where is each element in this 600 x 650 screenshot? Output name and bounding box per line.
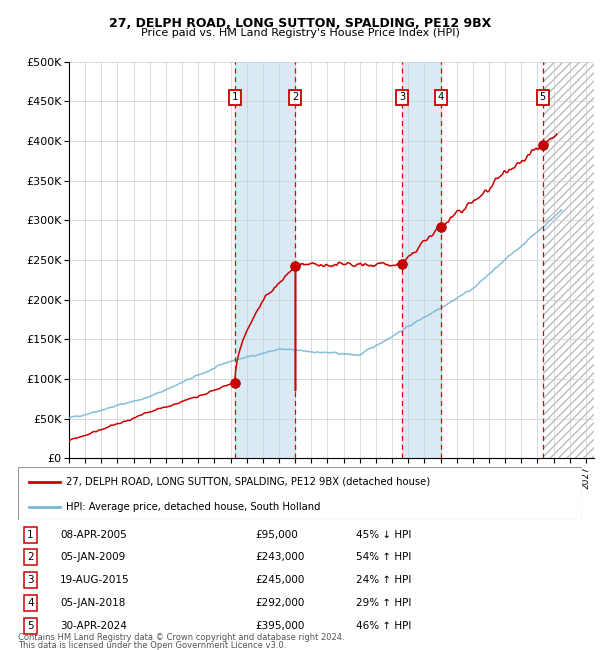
Text: 54% ↑ HPI: 54% ↑ HPI xyxy=(356,552,412,562)
Bar xyxy=(235,62,295,458)
Text: £292,000: £292,000 xyxy=(255,598,304,608)
Text: 05-JAN-2009: 05-JAN-2009 xyxy=(60,552,125,562)
Text: 46% ↑ HPI: 46% ↑ HPI xyxy=(356,621,412,630)
Text: 2: 2 xyxy=(27,552,34,562)
Text: 5: 5 xyxy=(539,92,546,103)
Text: Contains HM Land Registry data © Crown copyright and database right 2024.: Contains HM Land Registry data © Crown c… xyxy=(18,633,344,642)
Text: £95,000: £95,000 xyxy=(255,530,298,540)
Text: 27, DELPH ROAD, LONG SUTTON, SPALDING, PE12 9BX (detached house): 27, DELPH ROAD, LONG SUTTON, SPALDING, P… xyxy=(66,476,430,487)
Text: 27, DELPH ROAD, LONG SUTTON, SPALDING, PE12 9BX: 27, DELPH ROAD, LONG SUTTON, SPALDING, P… xyxy=(109,17,491,30)
Text: 3: 3 xyxy=(399,92,406,103)
Text: 45% ↓ HPI: 45% ↓ HPI xyxy=(356,530,412,540)
Text: £243,000: £243,000 xyxy=(255,552,304,562)
Text: 29% ↑ HPI: 29% ↑ HPI xyxy=(356,598,412,608)
Text: 4: 4 xyxy=(437,92,444,103)
Text: £395,000: £395,000 xyxy=(255,621,304,630)
Text: 08-APR-2005: 08-APR-2005 xyxy=(60,530,127,540)
Text: 24% ↑ HPI: 24% ↑ HPI xyxy=(356,575,412,585)
Bar xyxy=(402,62,440,458)
Text: 4: 4 xyxy=(27,598,34,608)
Text: HPI: Average price, detached house, South Holland: HPI: Average price, detached house, Sout… xyxy=(66,502,320,512)
Bar xyxy=(543,62,594,458)
Bar xyxy=(543,62,594,458)
Text: £245,000: £245,000 xyxy=(255,575,304,585)
Text: This data is licensed under the Open Government Licence v3.0.: This data is licensed under the Open Gov… xyxy=(18,641,286,650)
Text: 2: 2 xyxy=(292,92,298,103)
Text: 05-JAN-2018: 05-JAN-2018 xyxy=(60,598,125,608)
Text: 30-APR-2024: 30-APR-2024 xyxy=(60,621,127,630)
Text: 5: 5 xyxy=(27,621,34,630)
Text: 1: 1 xyxy=(232,92,238,103)
Text: 3: 3 xyxy=(27,575,34,585)
Text: 19-AUG-2015: 19-AUG-2015 xyxy=(60,575,130,585)
Text: 1: 1 xyxy=(27,530,34,540)
Text: Price paid vs. HM Land Registry's House Price Index (HPI): Price paid vs. HM Land Registry's House … xyxy=(140,28,460,38)
